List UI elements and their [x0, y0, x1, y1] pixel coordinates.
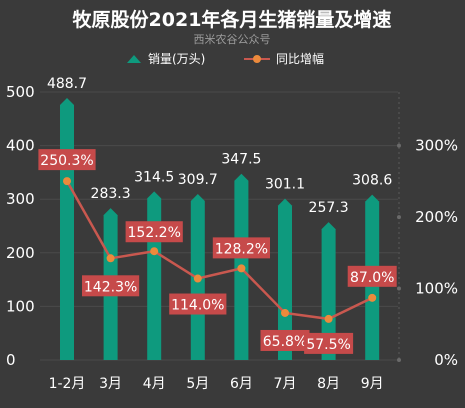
y-right-tick-label: 0% — [434, 351, 458, 369]
y-right-tick-mark — [397, 143, 401, 148]
growth-label-box — [212, 237, 270, 259]
axis-left: 0 100 200 300 400 500 — [6, 83, 35, 369]
legend-bar-swatch — [127, 55, 141, 63]
x-tick-label: 9月 — [361, 376, 384, 392]
growth-line — [65, 180, 373, 321]
growth-label-text: 128.2% — [215, 241, 268, 257]
x-tick-label: 5月 — [186, 376, 209, 392]
y-right-tick-label: 100% — [415, 280, 458, 298]
growth-label-box — [125, 221, 183, 243]
bar-value-label: 309.7 — [178, 172, 218, 188]
growth-point-4 — [193, 274, 202, 283]
y-right-tick-mark — [397, 286, 401, 291]
growth-label-text: 65.8% — [263, 334, 307, 350]
growth-point-7 — [324, 314, 333, 323]
bar-value-label: 314.5 — [134, 169, 174, 185]
y-left-tick-label: 200 — [6, 244, 35, 262]
y-right-tick-label: 300% — [415, 137, 458, 155]
chart-title: 牧原股份2021年各月生猪销量及增速 — [73, 8, 392, 31]
growth-label-box — [82, 275, 140, 297]
x-tick-label: 4月 — [143, 376, 166, 392]
bar-3 — [147, 191, 162, 360]
growth-label-box — [260, 329, 310, 351]
line-layer: 250.3% 142.3% 152.2% 114.0% 128.2% 65.8% 57.5%… — [38, 149, 397, 354]
x-tick-label: 1-2月 — [49, 376, 86, 392]
legend-bar-label: 销量(万头) — [148, 52, 205, 66]
growth-label-8: 87.0% — [347, 265, 397, 287]
growth-label-text: 152.2% — [128, 225, 181, 241]
growth-point-5 — [237, 264, 246, 273]
growth-point-3 — [150, 247, 159, 256]
growth-label-box — [38, 149, 96, 171]
growth-label-text: 87.0% — [350, 270, 394, 286]
y-left-tick-label: 0 — [6, 351, 16, 369]
chart-subtitle: 西米农谷公众号 — [194, 32, 271, 46]
y-left-tick-label: 400 — [6, 137, 35, 155]
axis-right: 0% 100% 200% 300% — [397, 92, 458, 369]
growth-label-3: 152.2% — [125, 221, 183, 243]
growth-point-8 — [368, 293, 377, 302]
growth-label-1: 250.3% — [38, 149, 96, 171]
y-right-tick-mark — [397, 358, 401, 362]
growth-label-6: 65.8% — [260, 329, 310, 351]
y-left-tick-label: 100 — [6, 297, 35, 315]
y-left-tick-label: 300 — [6, 190, 35, 208]
bar-value-label: 283.3 — [91, 186, 131, 202]
growth-label-5: 128.2% — [212, 237, 270, 259]
bar-1 — [60, 98, 74, 361]
growth-label-box — [347, 265, 397, 287]
y-right-tick-label: 200% — [415, 208, 458, 226]
growth-point-6 — [281, 308, 289, 317]
bar-value-label: 347.5 — [221, 152, 261, 168]
growth-label-box — [304, 332, 354, 354]
legend: 销量(万头) 同比增幅 — [127, 51, 324, 66]
bar-7 — [321, 222, 336, 360]
growth-label-4: 114.0% — [169, 293, 227, 315]
bar-value-label: 488.7 — [47, 76, 87, 92]
growth-point-1 — [63, 177, 71, 186]
y-right-tick-mark — [397, 215, 401, 220]
x-axis: 1-2月 3月 4月 5月 6月 7月 8月 9月 — [49, 376, 384, 392]
x-tick-label: 7月 — [274, 376, 297, 392]
bar-6 — [278, 198, 292, 360]
growth-label-text: 57.5% — [306, 337, 350, 353]
growth-label-box — [169, 293, 227, 315]
bar-value-label: 308.6 — [352, 173, 392, 189]
y-left-tick-label: 500 — [6, 83, 35, 101]
growth-point-2 — [106, 254, 115, 263]
bar-value-label: 301.1 — [265, 177, 305, 193]
x-tick-label: 8月 — [317, 376, 340, 392]
growth-label-7: 57.5% — [304, 332, 354, 354]
growth-label-text: 250.3% — [40, 153, 93, 169]
legend-line-label: 同比增幅 — [276, 51, 324, 66]
bar-value-label: 257.3 — [309, 200, 349, 216]
growth-label-text: 142.3% — [84, 279, 137, 295]
x-tick-label: 6月 — [230, 376, 253, 392]
growth-label-2: 142.3% — [82, 275, 140, 297]
x-tick-label: 3月 — [99, 376, 122, 392]
legend-line-marker — [253, 55, 261, 63]
growth-label-text: 114.0% — [171, 298, 224, 314]
